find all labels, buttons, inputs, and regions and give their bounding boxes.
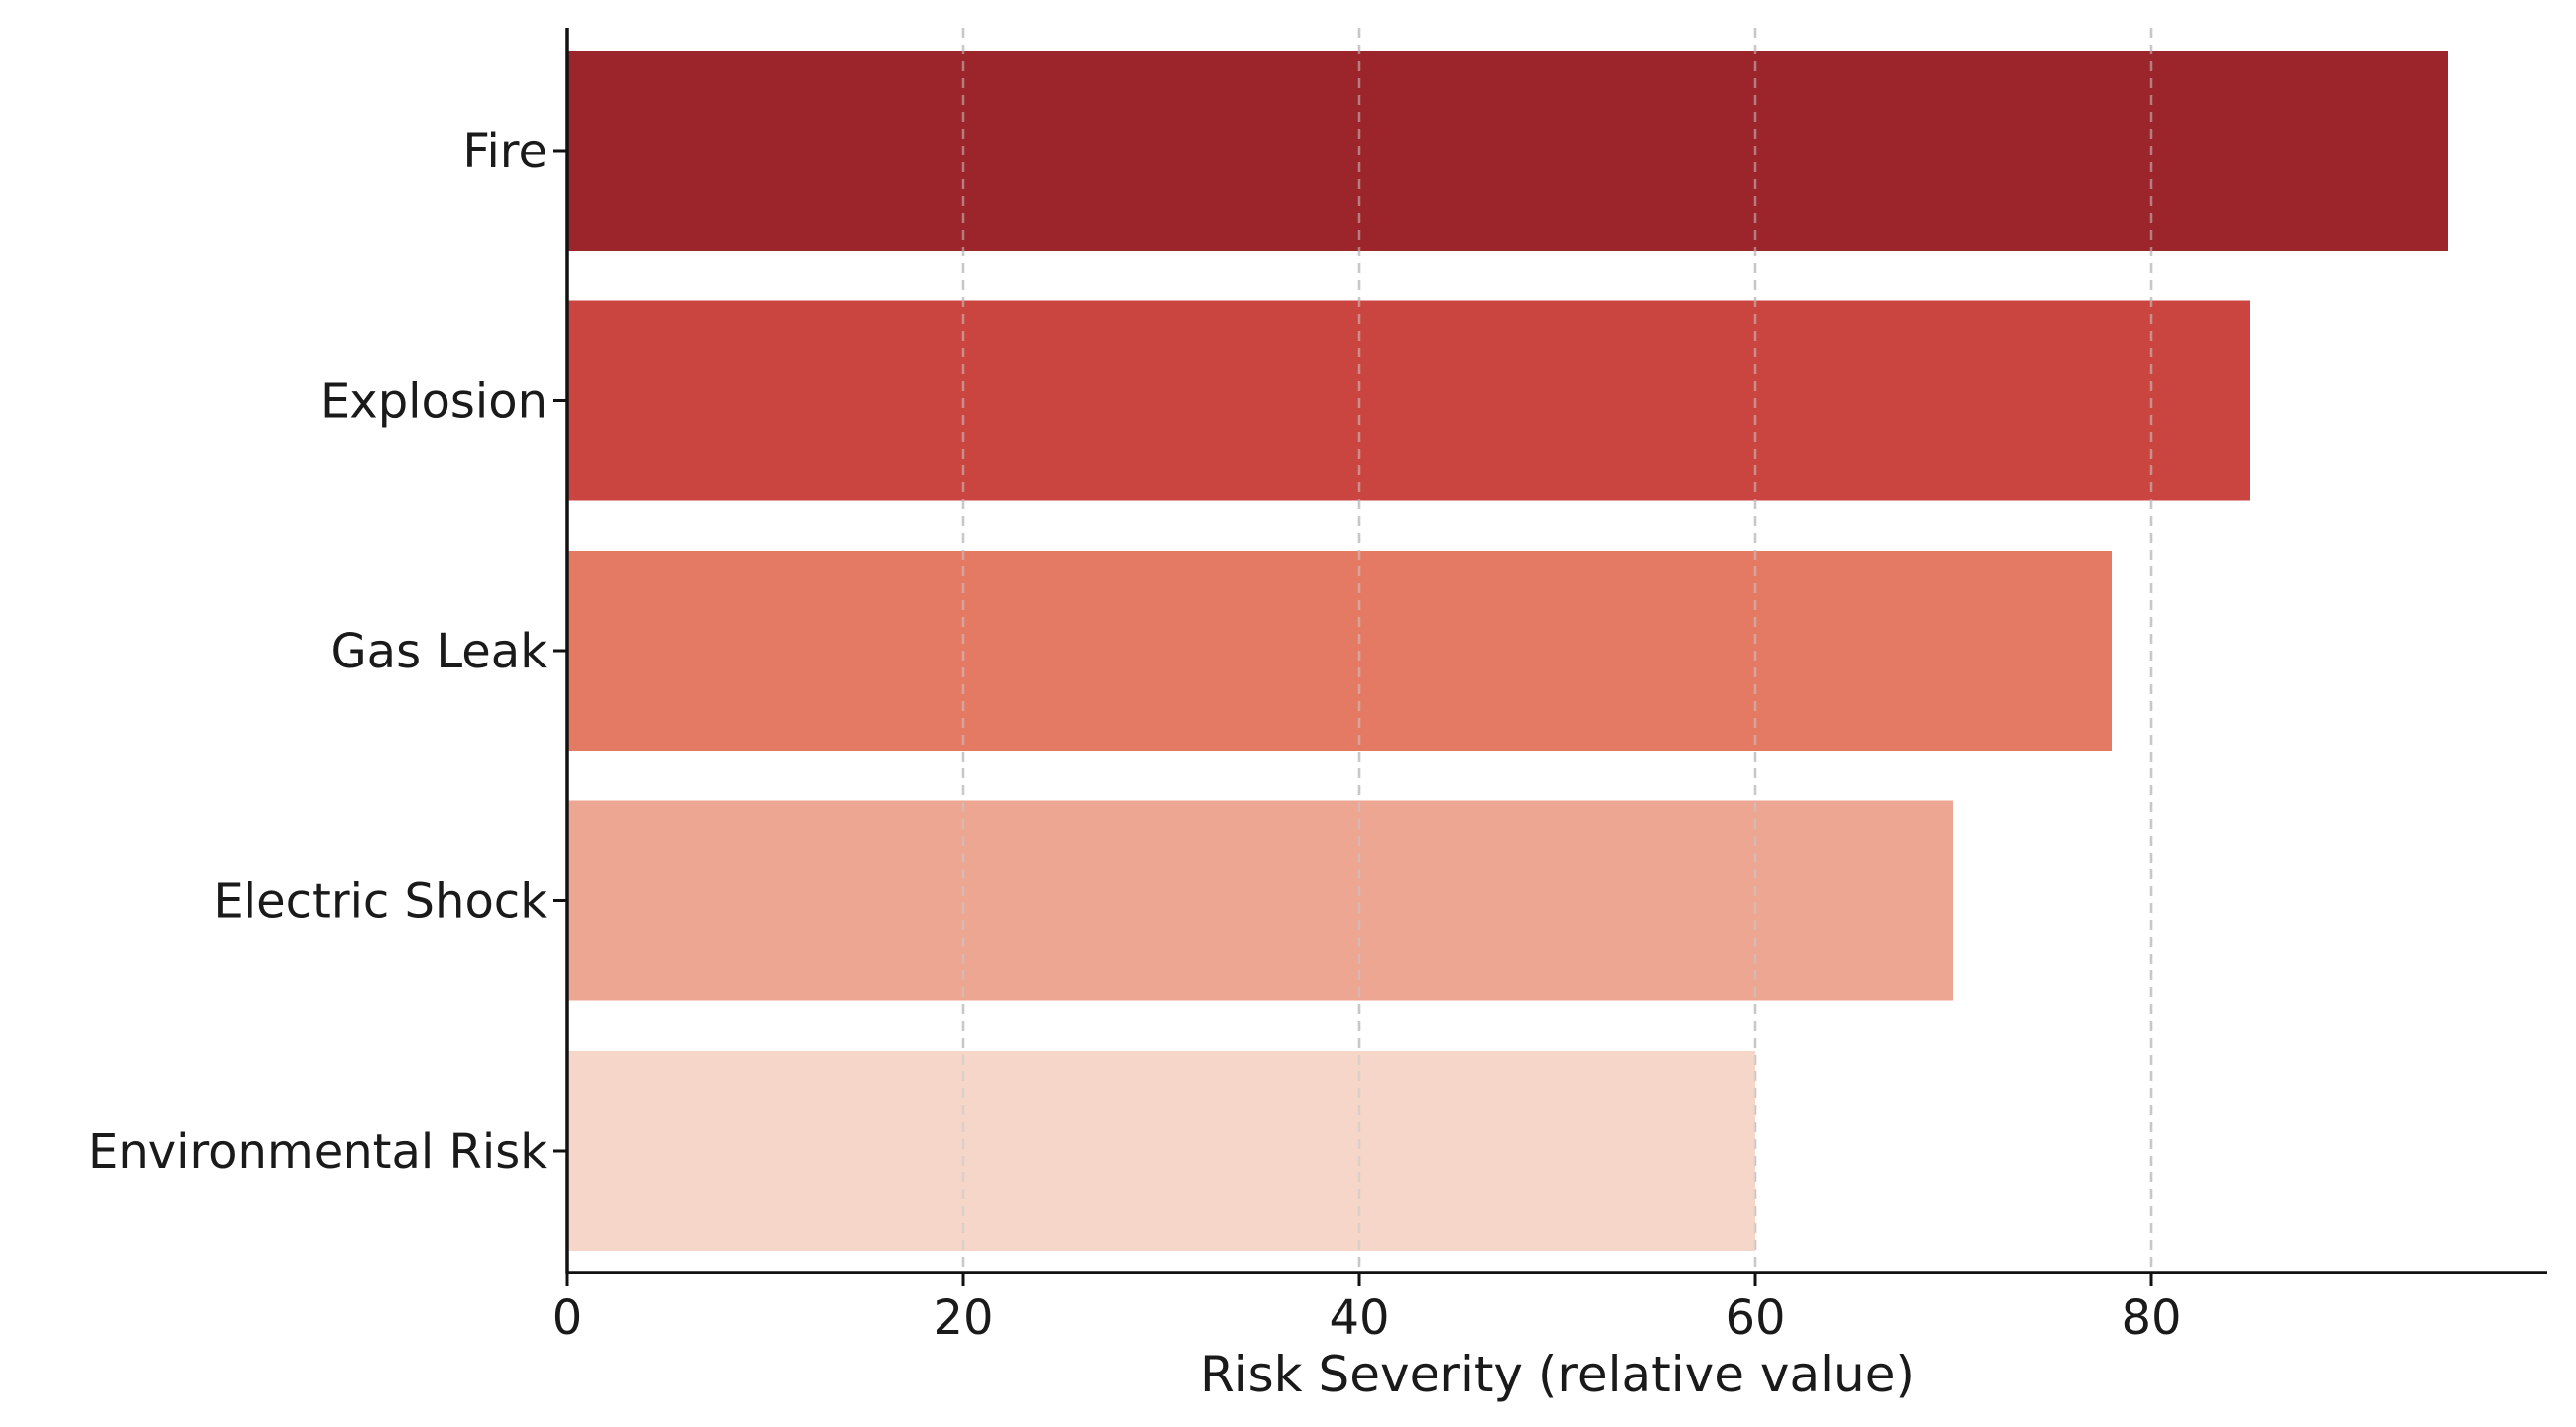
x-tick-label-60: 60 (1725, 1290, 1785, 1346)
x-tick-label-40: 40 (1329, 1290, 1389, 1346)
x-tick-label-20: 20 (933, 1290, 993, 1346)
y-tick-label-environmental-risk: Environmental Risk (88, 1124, 547, 1179)
bar-electric-shock (567, 800, 1953, 1001)
x-tick-label-0: 0 (552, 1290, 583, 1346)
x-axis-label: Risk Severity (relative value) (1200, 1346, 1915, 1403)
bar-explosion (567, 300, 2250, 501)
y-tick-label-gas-leak: Gas Leak (330, 624, 547, 679)
y-tick-label-electric-shock: Electric Shock (213, 874, 547, 930)
bar-environmental-risk (567, 1051, 1755, 1251)
bar-fire (567, 51, 2448, 251)
bars (567, 28, 2448, 1273)
x-tick-labels: 0 20 40 60 80 (552, 1290, 2182, 1346)
bar-gas-leak (567, 551, 2112, 751)
axes (553, 28, 2547, 1286)
x-tick-label-80: 80 (2121, 1290, 2181, 1346)
y-tick-label-fire: Fire (462, 124, 547, 179)
y-tick-label-explosion: Explosion (320, 374, 547, 430)
y-tick-labels: Fire Explosion Gas Leak Electric Shock Envir… (88, 124, 547, 1179)
